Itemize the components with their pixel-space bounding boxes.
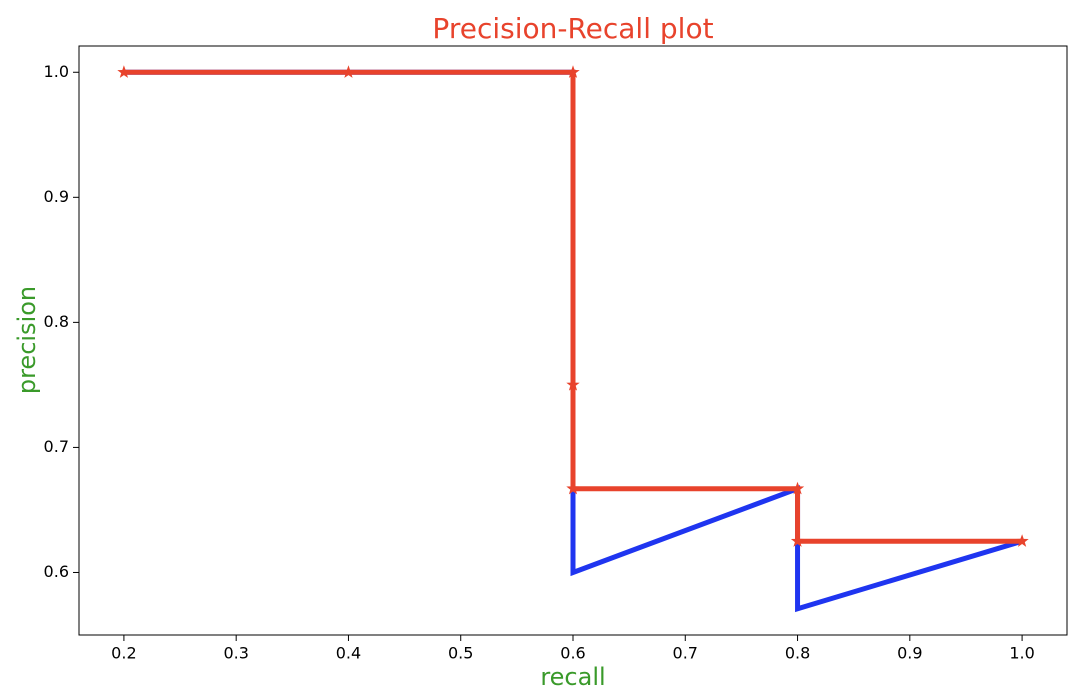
plot-frame	[78, 45, 1068, 636]
y-axis-label: precision	[13, 286, 41, 394]
x-tick-label: 0.8	[785, 644, 810, 663]
chart-title: Precision-Recall plot	[432, 12, 713, 45]
point-marker	[790, 481, 805, 495]
point-marker	[341, 65, 356, 78]
point-marker	[566, 481, 580, 495]
x-tick-label: 0.5	[448, 644, 473, 663]
x-tick-label: 0.2	[111, 644, 136, 663]
point-marker	[790, 534, 805, 547]
x-tick-label: 1.0	[1009, 644, 1034, 663]
point-marker	[566, 377, 580, 391]
x-axis-label: recall	[540, 663, 605, 691]
y-tick-label: 0.8	[44, 312, 69, 331]
y-tick-label: 0.7	[44, 437, 69, 456]
x-tick-label: 0.3	[223, 644, 248, 663]
x-tick-label: 0.7	[673, 644, 698, 663]
y-tick-label: 1.0	[44, 62, 69, 81]
point-marker	[117, 65, 131, 78]
line-series	[123, 69, 1023, 544]
x-tick-label: 0.9	[897, 644, 922, 663]
y-tick-label: 0.9	[44, 187, 69, 206]
x-tick-label: 0.6	[560, 644, 585, 663]
y-tick-label: 0.6	[44, 562, 69, 581]
point-marker	[1015, 534, 1029, 547]
point-marker	[566, 65, 580, 78]
x-tick-label: 0.4	[336, 644, 361, 663]
